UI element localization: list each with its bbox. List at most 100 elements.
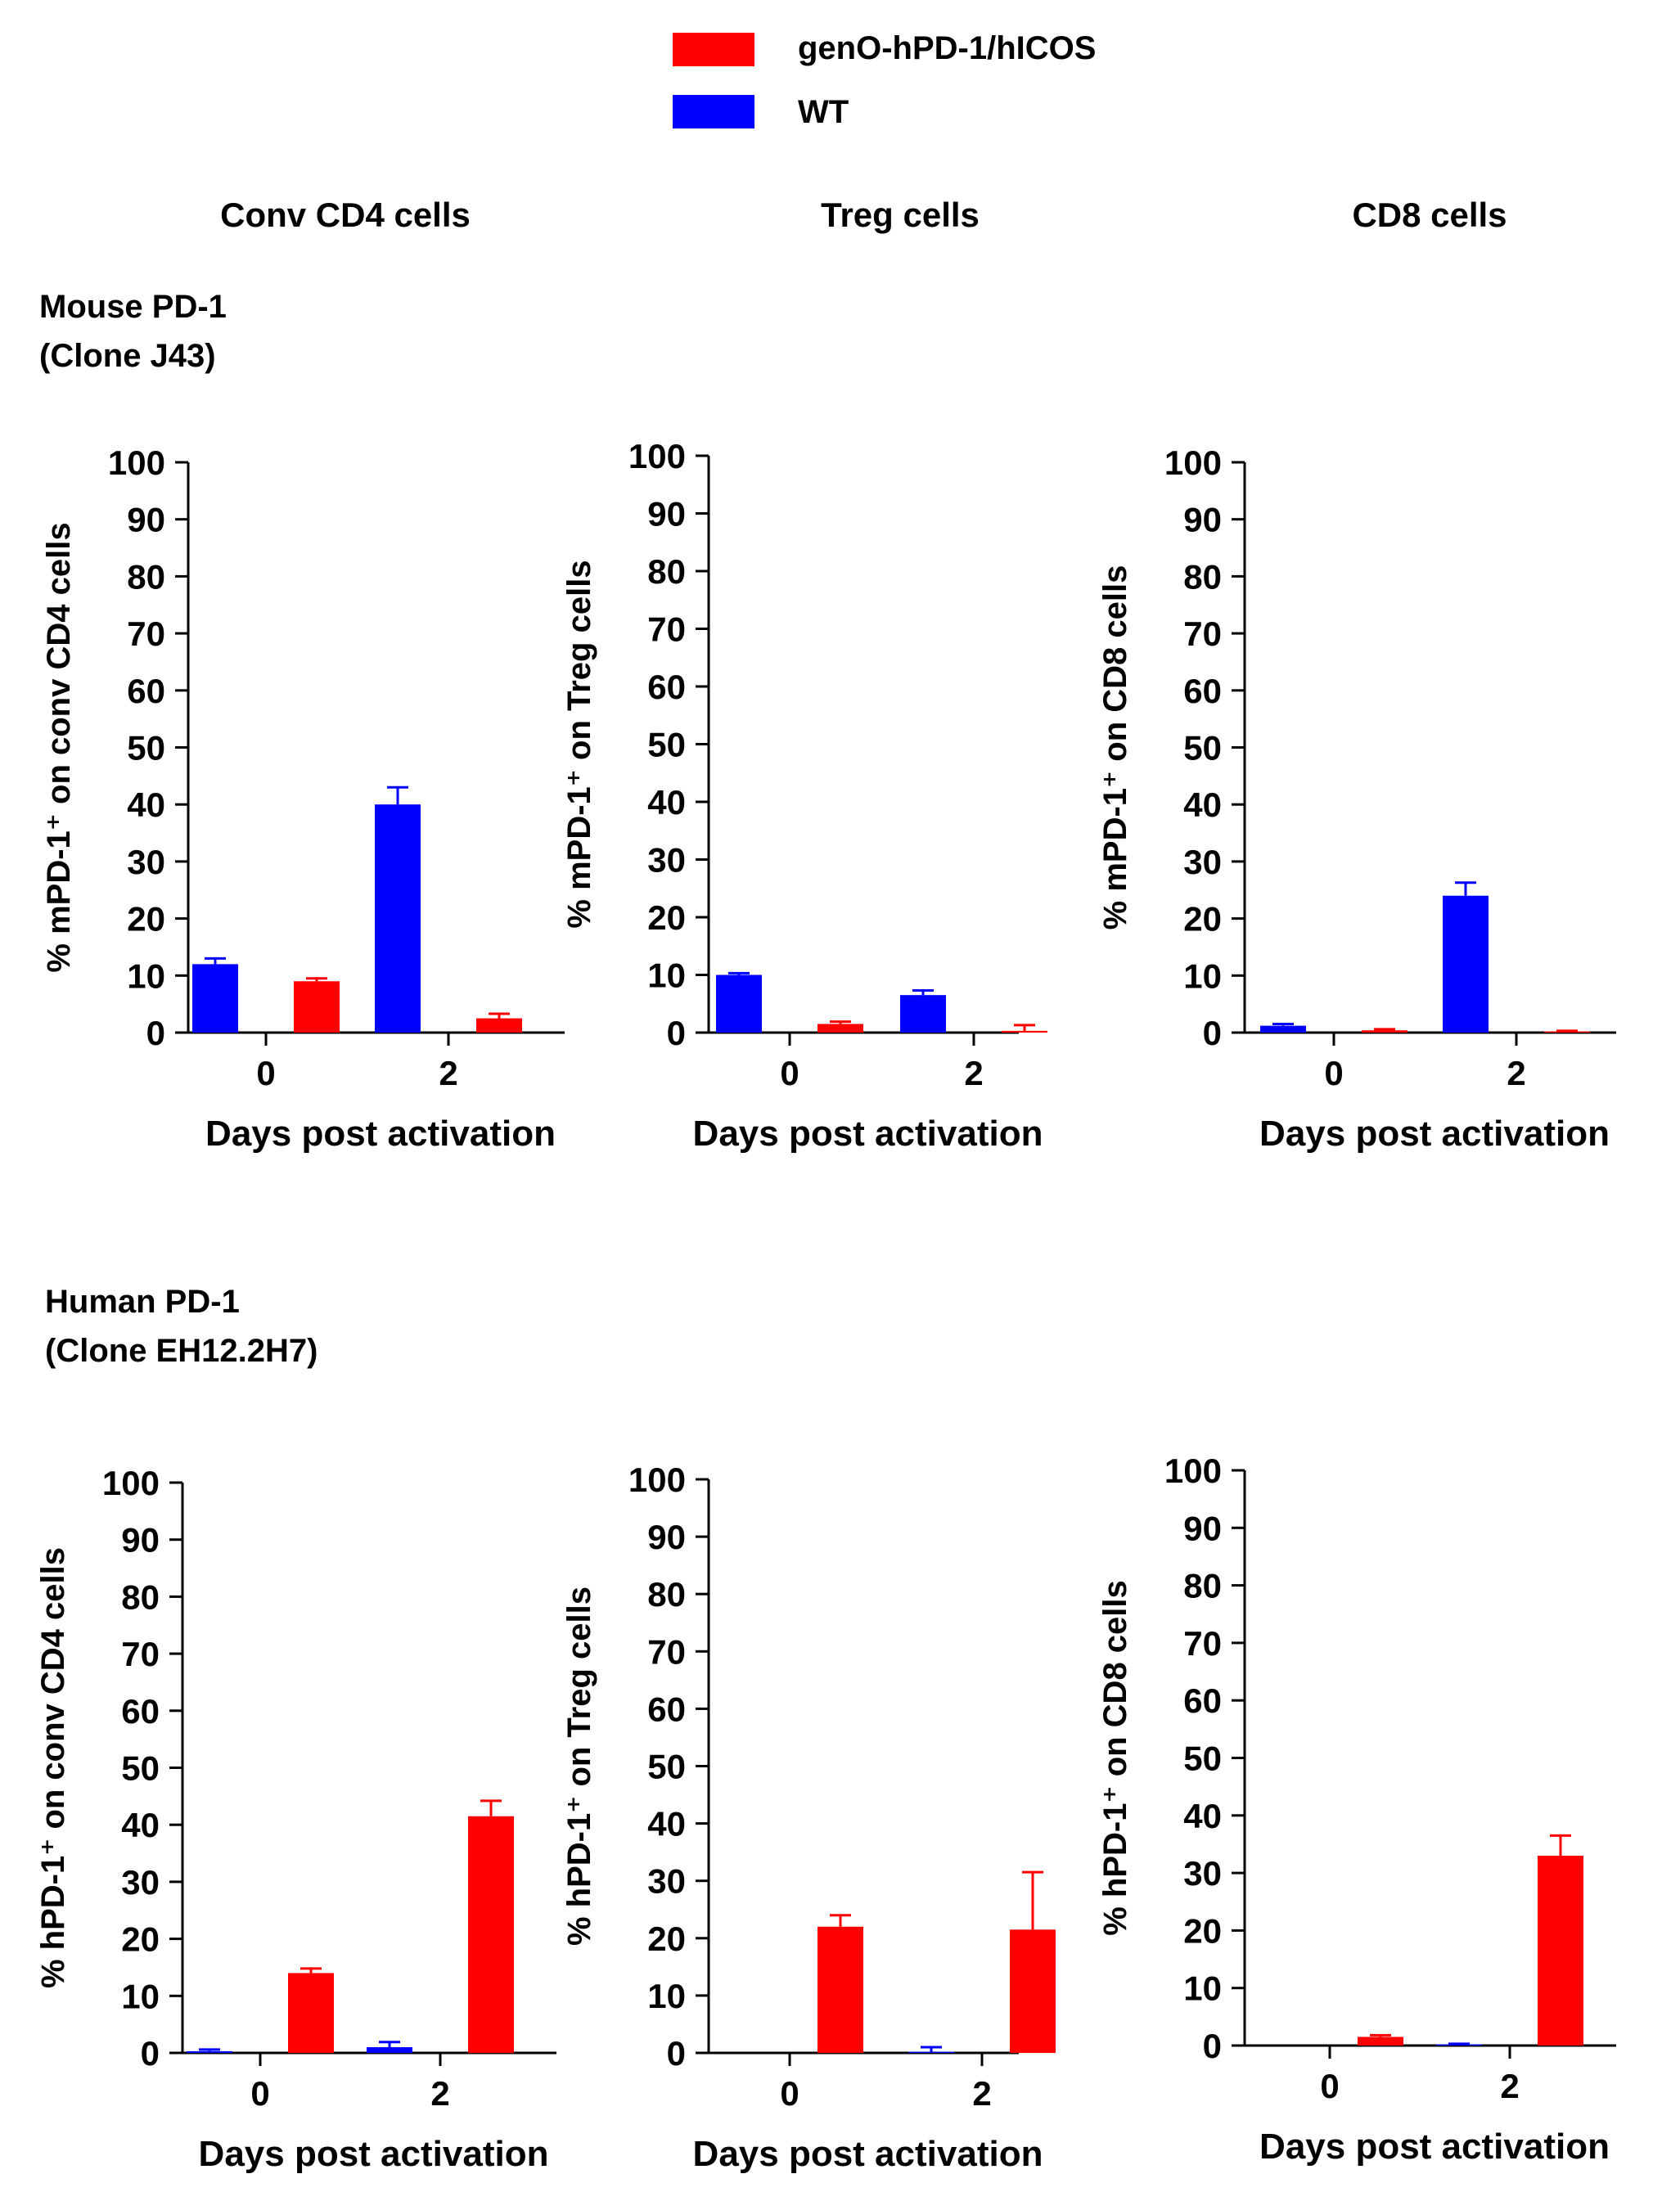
column-title-conv-cd4: Conv CD4 cells bbox=[220, 196, 471, 234]
x-tick-label: 2 bbox=[430, 2074, 449, 2113]
y-tick-label: 80 bbox=[1183, 557, 1222, 596]
y-tick-label: 90 bbox=[647, 495, 686, 533]
y-tick-label: 70 bbox=[127, 614, 165, 653]
legend-label-geno: genO-hPD-1/hICOS bbox=[798, 30, 1096, 66]
y-tick-label: 30 bbox=[127, 843, 165, 881]
bar-wt-2[interactable] bbox=[367, 2047, 412, 2053]
y-tick-label: 0 bbox=[1203, 1014, 1222, 1052]
y-tick-label: 30 bbox=[121, 1863, 160, 1902]
x-tick-label: 0 bbox=[1320, 2067, 1339, 2105]
x-axis-label: Days post activation bbox=[693, 2134, 1043, 2174]
y-tick-label: 60 bbox=[121, 1692, 160, 1731]
y-tick-label: 0 bbox=[667, 2034, 686, 2073]
y-tick-label: 30 bbox=[1183, 1854, 1222, 1893]
x-tick-label: 0 bbox=[780, 2074, 799, 2113]
y-tick-label: 70 bbox=[121, 1635, 160, 1673]
y-tick-label: 30 bbox=[647, 1862, 686, 1901]
y-tick-label: 0 bbox=[146, 1014, 165, 1052]
column-title-treg: Treg cells bbox=[821, 196, 980, 234]
bar-wt-0[interactable] bbox=[192, 964, 238, 1033]
y-tick-label: 40 bbox=[121, 1806, 160, 1844]
bar-geno-hpd-1-hicos-2[interactable] bbox=[468, 1816, 514, 2053]
x-tick-label: 0 bbox=[1324, 1054, 1343, 1092]
y-tick-label: 100 bbox=[628, 1461, 686, 1499]
bar-geno-hpd-1-hicos-0[interactable] bbox=[288, 1973, 334, 2053]
legend-swatch-wt bbox=[673, 95, 754, 128]
y-tick-label: 0 bbox=[141, 2034, 160, 2073]
y-tick-label: 40 bbox=[647, 783, 686, 821]
y-tick-label: 0 bbox=[667, 1014, 686, 1052]
x-tick-label: 0 bbox=[256, 1054, 275, 1092]
y-axis-label: % hPD-1⁺ on conv CD4 cells bbox=[35, 1547, 71, 1988]
bar-geno-hpd-1-hicos-0[interactable] bbox=[1362, 1030, 1408, 1033]
y-tick-label: 10 bbox=[121, 1977, 160, 2015]
y-tick-label: 20 bbox=[1183, 900, 1222, 938]
legend: genO-hPD-1/hICOS WT bbox=[673, 30, 1096, 130]
chart-panel-6: 0 10 20 30 40 50 60 70 80 90 100 0 2 Days post activa… bbox=[1097, 1452, 1616, 2167]
x-tick-label: 2 bbox=[439, 1054, 457, 1092]
chart-panel-4: 0 10 20 30 40 50 60 70 80 90 100 0 2 Days post activa… bbox=[35, 1464, 556, 2174]
x-tick-label: 0 bbox=[780, 1054, 799, 1092]
y-tick-label: 10 bbox=[647, 956, 686, 995]
x-axis-label: Days post activation bbox=[693, 1114, 1043, 1154]
y-tick-label: 10 bbox=[127, 956, 165, 995]
legend-item-geno[interactable]: genO-hPD-1/hICOS bbox=[673, 30, 1096, 66]
y-axis-label: % mPD-1⁺ on Treg cells bbox=[561, 560, 597, 928]
y-tick-label: 80 bbox=[1183, 1567, 1222, 1605]
y-tick-label: 60 bbox=[1183, 672, 1222, 710]
y-tick-label: 40 bbox=[647, 1805, 686, 1843]
chart-panel-2: 0 10 20 30 40 50 60 70 80 90 100 0 2 Days post activa… bbox=[561, 437, 1047, 1154]
y-tick-label: 50 bbox=[647, 726, 686, 764]
y-tick-label: 70 bbox=[1183, 1624, 1222, 1663]
bar-geno-hpd-1-hicos-2[interactable] bbox=[1002, 1030, 1047, 1033]
y-tick-label: 60 bbox=[647, 1690, 686, 1728]
bar-geno-hpd-1-hicos-2[interactable] bbox=[1538, 1856, 1583, 2046]
chart-panel-3: 0 10 20 30 40 50 60 70 80 90 100 0 2 Days post activa… bbox=[1097, 443, 1616, 1154]
bar-geno-hpd-1-hicos-0[interactable] bbox=[294, 981, 340, 1033]
bar-geno-hpd-1-hicos-0[interactable] bbox=[1358, 2037, 1403, 2046]
x-tick-label: 2 bbox=[964, 1054, 983, 1092]
y-tick-label: 10 bbox=[647, 1977, 686, 2015]
y-tick-label: 50 bbox=[127, 729, 165, 767]
bar-geno-hpd-1-hicos-0[interactable] bbox=[817, 1926, 863, 2053]
y-tick-label: 20 bbox=[1183, 1911, 1222, 1950]
row-title-mouse-line2: (Clone J43) bbox=[39, 338, 216, 374]
y-tick-label: 90 bbox=[127, 501, 165, 539]
bar-geno-hpd-1-hicos-2[interactable] bbox=[1010, 1929, 1056, 2053]
bar-wt-0[interactable] bbox=[716, 974, 762, 1033]
y-tick-label: 80 bbox=[647, 552, 686, 591]
bar-geno-hpd-1-hicos-2[interactable] bbox=[476, 1018, 522, 1033]
bar-wt-2[interactable] bbox=[375, 804, 421, 1033]
y-tick-label: 90 bbox=[647, 1518, 686, 1556]
x-axis-label: Days post activation bbox=[1259, 2127, 1610, 2167]
y-axis-label: % hPD-1⁺ on Treg cells bbox=[561, 1587, 597, 1946]
y-tick-label: 50 bbox=[121, 1749, 160, 1788]
legend-item-wt[interactable]: WT bbox=[673, 94, 849, 130]
y-axis-label: % mPD-1⁺ on CD8 cells bbox=[1097, 565, 1133, 930]
x-tick-label: 2 bbox=[1507, 1054, 1525, 1092]
y-tick-label: 50 bbox=[1183, 1740, 1222, 1778]
y-tick-label: 20 bbox=[647, 1920, 686, 1958]
y-tick-label: 30 bbox=[647, 841, 686, 880]
x-tick-label: 0 bbox=[250, 2074, 269, 2113]
y-tick-label: 80 bbox=[121, 1578, 160, 1616]
y-axis-label: % mPD-1⁺ on conv CD4 cells bbox=[41, 522, 77, 972]
y-tick-label: 100 bbox=[102, 1464, 160, 1502]
bar-geno-hpd-1-hicos-0[interactable] bbox=[817, 1024, 863, 1033]
y-tick-label: 70 bbox=[1183, 614, 1222, 653]
column-title-cd8: CD8 cells bbox=[1352, 196, 1507, 234]
y-tick-label: 70 bbox=[647, 610, 686, 649]
bar-wt-2[interactable] bbox=[908, 2051, 954, 2053]
y-tick-label: 40 bbox=[1183, 785, 1222, 824]
bar-wt-2[interactable] bbox=[900, 995, 946, 1033]
y-tick-label: 60 bbox=[1183, 1681, 1222, 1720]
y-tick-label: 60 bbox=[647, 668, 686, 706]
x-tick-label: 2 bbox=[1500, 2067, 1519, 2105]
x-tick-label: 2 bbox=[972, 2074, 991, 2113]
bar-wt-0[interactable] bbox=[187, 2050, 232, 2053]
x-axis-label: Days post activation bbox=[205, 1114, 556, 1154]
bar-wt-0[interactable] bbox=[1260, 1025, 1306, 1033]
bar-wt-2[interactable] bbox=[1443, 895, 1489, 1033]
